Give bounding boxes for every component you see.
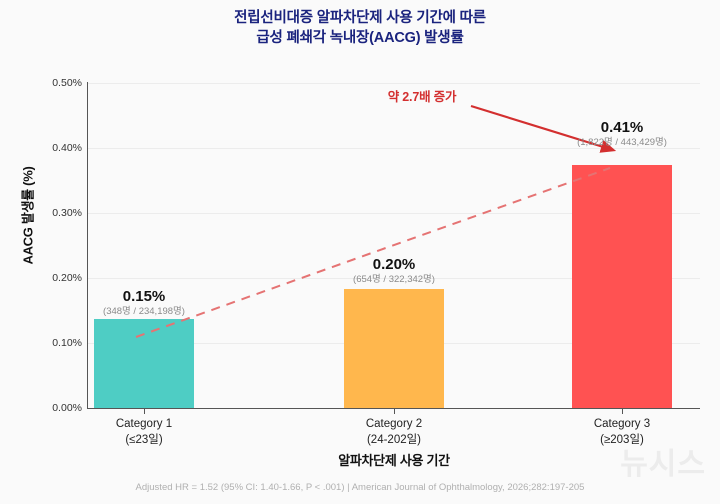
x-tick-label-3-main: Category 3	[593, 418, 651, 430]
x-tick-label-2-main: Category 2	[365, 418, 423, 430]
bar-value-label-1: 0.15%	[122, 288, 166, 305]
x-axis-title: 알파차단제 사용 기간	[338, 453, 450, 468]
y-axis-line	[87, 82, 88, 409]
x-tick-mark-3	[622, 409, 623, 414]
footer-citation: Adjusted HR = 1.52 (95% CI: 1.40-1.66, P…	[135, 482, 585, 493]
x-tick-label-1: Category 1 (≤23일)	[54, 416, 234, 448]
x-tick-mark-2	[394, 409, 395, 414]
chart-title: 전립선비대증 알파차단제 사용 기간에 따른 급성 폐쇄각 녹내장(AACG) …	[0, 8, 720, 48]
bar-value-label-3: 0.41%	[600, 119, 644, 136]
watermark-logo: 뉴시스	[620, 448, 706, 481]
x-axis-line	[87, 408, 700, 409]
bar-detail-label-3: (1,822명 / 443,429명)	[577, 137, 667, 148]
x-tick-mark-1	[144, 409, 145, 414]
gridline-0.50	[88, 83, 700, 84]
y-tick-label-2: 0.20%	[52, 272, 82, 284]
y-tick-label-1: 0.10%	[52, 337, 82, 349]
x-tick-label-3: Category 3 (≥203일)	[532, 416, 712, 448]
x-tick-label-3-sub: (≥203일)	[600, 434, 644, 446]
bar-detail-label-2: (654명 / 322,342명)	[353, 274, 435, 285]
y-tick-label-5: 0.50%	[52, 77, 82, 89]
bar-detail-label-1: (348명 / 234,198명)	[103, 306, 185, 317]
gridline-0.40	[88, 148, 700, 149]
x-tick-label-1-main: Category 1	[115, 418, 173, 430]
y-tick-label-0: 0.00%	[52, 402, 82, 414]
x-tick-label-2-sub: (24-202일)	[366, 434, 422, 446]
x-tick-label-2: Category 2 (24-202일)	[304, 416, 484, 448]
increase-annotation-label: 약 2.7배 증가	[387, 90, 457, 104]
bar-category-3[interactable]	[572, 164, 672, 408]
y-tick-label-4: 0.40%	[52, 142, 82, 154]
chart-title-line-2: 급성 폐쇄각 녹내장(AACG) 발생률	[256, 30, 464, 46]
bar-category-2[interactable]	[344, 289, 444, 408]
y-tick-label-3: 0.30%	[52, 207, 82, 219]
bar-category-1[interactable]	[94, 319, 194, 408]
chart-title-line-1: 전립선비대증 알파차단제 사용 기간에 따른	[234, 10, 486, 26]
x-tick-label-1-sub: (≤23일)	[125, 434, 163, 446]
bar-value-label-2: 0.20%	[372, 256, 416, 273]
